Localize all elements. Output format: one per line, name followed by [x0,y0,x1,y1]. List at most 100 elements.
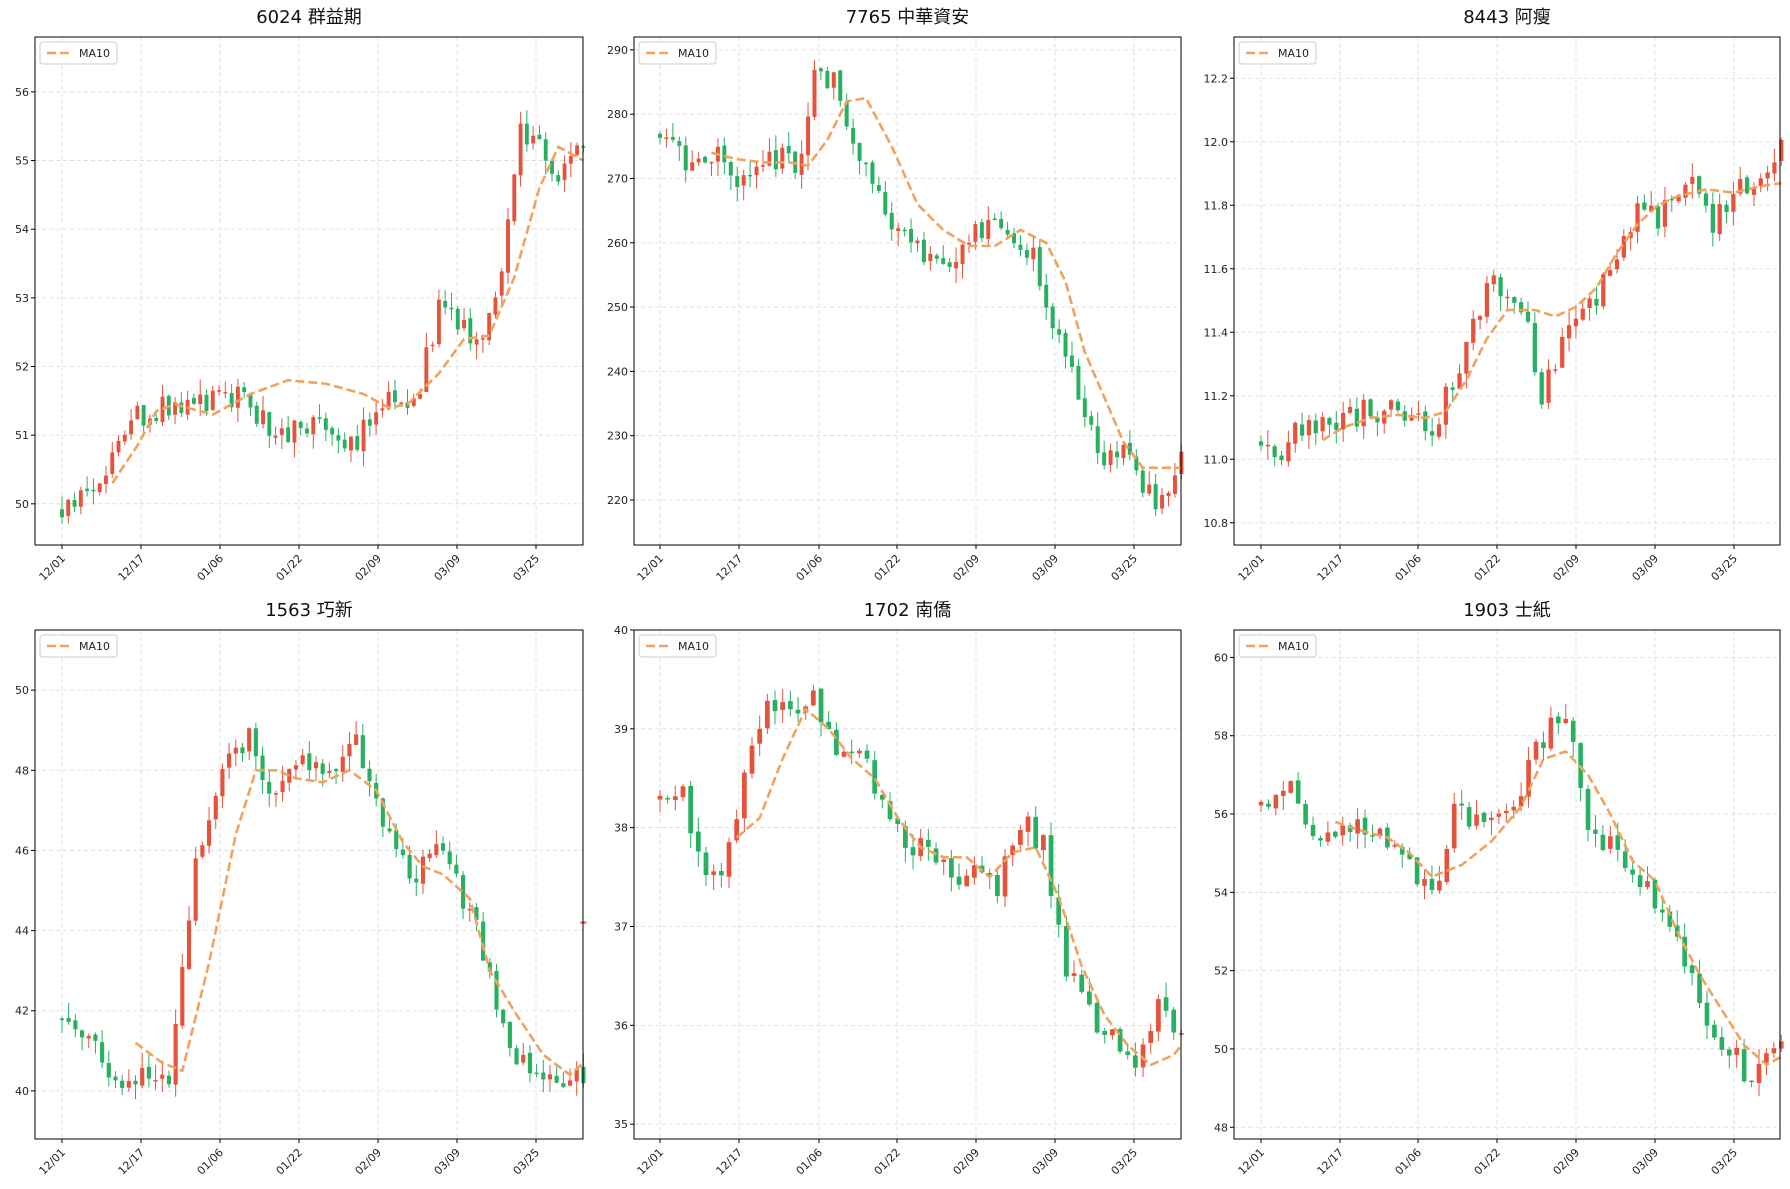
candle-body [1587,298,1592,308]
candle-body [1637,875,1643,888]
x-tick-label: 02/09 [1551,1146,1583,1178]
candle-body [1457,373,1462,389]
y-tick-label: 60 [1214,651,1228,664]
candle-body [956,876,962,885]
candle-body [247,728,252,752]
candle-body [1662,200,1668,227]
candle-body [1414,857,1420,885]
candle-body [1333,831,1338,837]
candle-body [173,402,178,415]
candle-body [1697,973,1702,1004]
candle-body [1580,308,1585,320]
candle-body [786,145,791,154]
candle-body [320,763,325,774]
candle-body [1600,834,1606,851]
candle-body [206,820,212,846]
candle-body [575,145,580,155]
candle-body [1057,329,1062,335]
candle-body [1477,316,1483,320]
candle-body [261,410,265,425]
candle-body [780,702,786,710]
candle-body [541,1072,546,1080]
candle-body [86,1036,91,1039]
candle-body [468,318,473,344]
candle-body [864,750,870,759]
candle-body [1642,202,1647,210]
candle-body [1532,323,1537,373]
x-tick-label: 03/09 [1030,1146,1062,1178]
candle-body [1429,878,1435,890]
candle-body [928,253,933,262]
candle-body [116,440,121,453]
candle-body [831,72,836,88]
candle-body [200,845,205,857]
candle-body [1341,412,1346,430]
candle-body [327,770,332,773]
candle-body [1669,198,1674,201]
candle-body [110,452,115,474]
candle-body [104,475,108,484]
candle-body [757,728,763,744]
candle-body [1778,1041,1784,1049]
candle-body [1399,846,1405,855]
candle-body [1407,853,1412,860]
candle-body [1548,717,1554,749]
candle-body [449,307,454,310]
candle-body [1484,283,1490,317]
candle-body [223,391,228,394]
candle-body [1674,925,1680,937]
candle-body [1094,1002,1100,1033]
candle-body [1566,325,1572,339]
candle-body [833,729,839,755]
candle-body [1466,807,1472,827]
candle-body [267,412,272,436]
candle-body [1295,780,1301,804]
legend-label: MA10 [678,640,709,653]
candle-body [521,1054,526,1063]
candle-body [59,1018,65,1020]
candle-body [191,397,196,404]
candle-body [220,769,225,797]
candle-body [695,831,701,852]
y-tick-label: 240 [607,365,628,378]
candle-body [1608,836,1613,849]
candle-body [1498,277,1503,297]
candle-body [474,339,479,345]
candle-body [1443,386,1448,425]
x-tick-label: 02/09 [951,1146,983,1178]
candle-body [1160,494,1165,509]
legend: MA10 [1238,41,1317,65]
candle-body [554,1075,559,1083]
y-tick-label: 50 [15,498,29,511]
candle-body [1266,803,1271,807]
y-tick-label: 12.2 [1204,72,1229,85]
y-tick-label: 52 [1214,965,1228,978]
candle-body [1280,790,1286,796]
candle-body [1541,742,1546,749]
candle-body [349,436,353,451]
candle-body [664,137,669,139]
x-tick-label: 03/09 [1630,552,1662,584]
legend-label: MA10 [678,47,709,60]
candle-body [1491,275,1496,285]
candle-body [430,344,435,347]
candle-body [1683,184,1688,198]
candle-body [380,408,385,411]
candle-body [670,137,675,140]
candle-body [1615,835,1621,850]
x-tick-label: 03/09 [432,1146,464,1178]
candle-body [1037,247,1042,287]
candle-body [467,908,472,911]
candle-body [1751,187,1757,195]
candle-body [347,744,352,757]
candle-body [499,271,504,296]
candle-body [1361,399,1366,427]
x-tick-label: 03/09 [1030,552,1062,584]
candle-body [703,156,708,163]
ma10-line [134,768,585,1077]
candle-body [292,420,297,443]
candle-body [806,116,811,156]
candle-body [1089,416,1094,425]
candle-body [999,218,1004,229]
candle-body [879,795,885,800]
